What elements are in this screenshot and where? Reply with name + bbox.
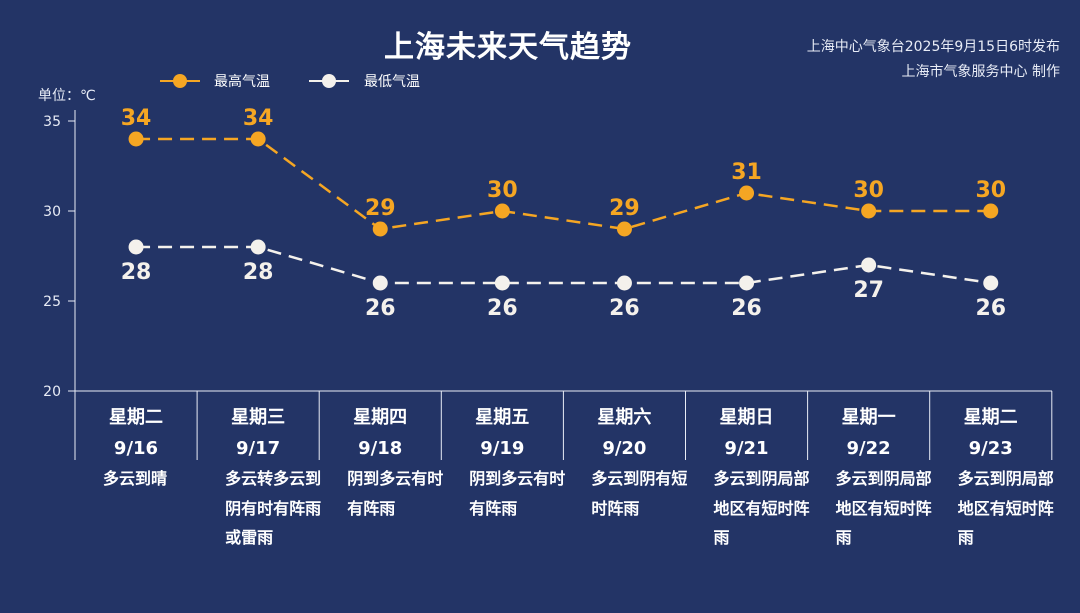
- weekday-label: 星期日: [719, 407, 774, 428]
- publisher-line-2: 上海市气象服务中心 制作: [901, 64, 1060, 80]
- series-low-point: [494, 275, 510, 291]
- series-high-data-label: 30: [975, 178, 1006, 203]
- weather-description: 多云转多云到阴有时有阵雨或雷雨: [225, 469, 322, 547]
- series-high-data-label: 31: [731, 160, 762, 185]
- series-low-point: [739, 275, 755, 291]
- series-high-data-label: 29: [365, 196, 396, 221]
- series-low-line: [136, 245, 991, 285]
- weekday-label: 星期五: [475, 407, 530, 428]
- series-low-data-label: 27: [853, 278, 884, 303]
- legend: 最高气温 最低气温: [160, 73, 420, 90]
- day-column: 星期四 9/18: [319, 392, 441, 459]
- series-low-data-label: 28: [121, 260, 152, 285]
- date-label: 9/21: [724, 438, 769, 459]
- y-tick-label: 20: [43, 384, 61, 400]
- series-low-data-label: 26: [487, 296, 518, 321]
- legend-low-marker: [322, 74, 336, 88]
- legend-high-label: 最高气温: [214, 73, 270, 90]
- series-low-data-label: 28: [243, 260, 274, 285]
- series-low-point: [616, 275, 632, 291]
- series-high-line: [136, 137, 991, 231]
- unit-label: 单位：℃: [38, 88, 96, 104]
- series-low-data-label: 26: [975, 296, 1006, 321]
- date-label: 9/23: [968, 438, 1013, 459]
- weather-description: 阴到多云有时有阵雨: [469, 469, 566, 518]
- day-column: 星期六 9/20: [563, 392, 685, 459]
- weather-description: 多云到阴局部地区有短时阵雨: [713, 469, 810, 547]
- series-low-data-label: 26: [731, 296, 762, 321]
- series-high-data-label: 30: [487, 178, 518, 203]
- date-label: 9/20: [602, 438, 647, 459]
- series-high-point: [616, 221, 632, 237]
- day-column: 星期二 9/16: [75, 392, 197, 459]
- date-label: 9/19: [480, 438, 525, 459]
- weather-description: 多云到晴: [103, 469, 168, 488]
- series-high-data-label: 30: [853, 178, 884, 203]
- weekday-label: 星期四: [353, 407, 408, 428]
- day-column: 星期五 9/19: [441, 392, 563, 459]
- weekday-label: 星期六: [597, 407, 652, 428]
- y-tick-label: 30: [43, 204, 61, 220]
- series-high-data-label: 34: [243, 106, 274, 131]
- y-tick-label: 25: [43, 294, 61, 310]
- series-low-data-label: 26: [609, 296, 640, 321]
- weekday-label: 星期二: [109, 407, 163, 428]
- day-column: 星期三 9/17: [197, 392, 319, 459]
- series-high-point: [250, 131, 266, 147]
- weekday-label: 星期二: [963, 407, 1018, 428]
- weather-description: 多云到阴有短时阵雨: [591, 469, 688, 518]
- series-low-point: [250, 239, 266, 255]
- series-low-point: [861, 257, 877, 273]
- series-high-point: [372, 221, 388, 237]
- weekday-label: 星期一: [841, 407, 896, 428]
- series-low-point: [983, 275, 999, 291]
- series-low-data-label: 26: [365, 296, 396, 321]
- series-low-point: [128, 239, 144, 255]
- chart-title: 上海未来天气趋势: [384, 30, 632, 65]
- series-high-data-label: 34: [121, 106, 152, 131]
- series-high-point: [983, 203, 999, 219]
- day-column: 星期二 9/23: [930, 392, 1052, 459]
- date-label: 9/16: [113, 438, 159, 459]
- weekday-label: 星期三: [231, 407, 286, 428]
- series-high-point: [128, 131, 144, 147]
- series-high-data-label: 29: [609, 196, 640, 221]
- weather-description: 多云到阴局部地区有短时阵雨: [835, 469, 932, 547]
- y-tick-label: 35: [43, 114, 61, 130]
- weather-description: 阴到多云有时有阵雨: [347, 469, 444, 518]
- date-label: 9/18: [358, 438, 403, 459]
- legend-low-label: 最低气温: [364, 74, 420, 90]
- publisher-line-1: 上海中心气象台2025年9月15日6时发布: [806, 39, 1060, 55]
- series-high-point: [494, 203, 510, 219]
- legend-high-marker: [173, 74, 187, 88]
- day-column: 星期日 9/21: [686, 392, 808, 459]
- weather-description: 多云到阴局部地区有短时阵雨: [957, 469, 1054, 547]
- series-high-point: [739, 185, 755, 201]
- date-label: 9/22: [846, 438, 891, 459]
- series-high-point: [861, 203, 877, 219]
- series-low-point: [372, 275, 388, 291]
- date-label: 9/17: [236, 438, 281, 459]
- day-column: 星期一 9/22: [808, 392, 930, 459]
